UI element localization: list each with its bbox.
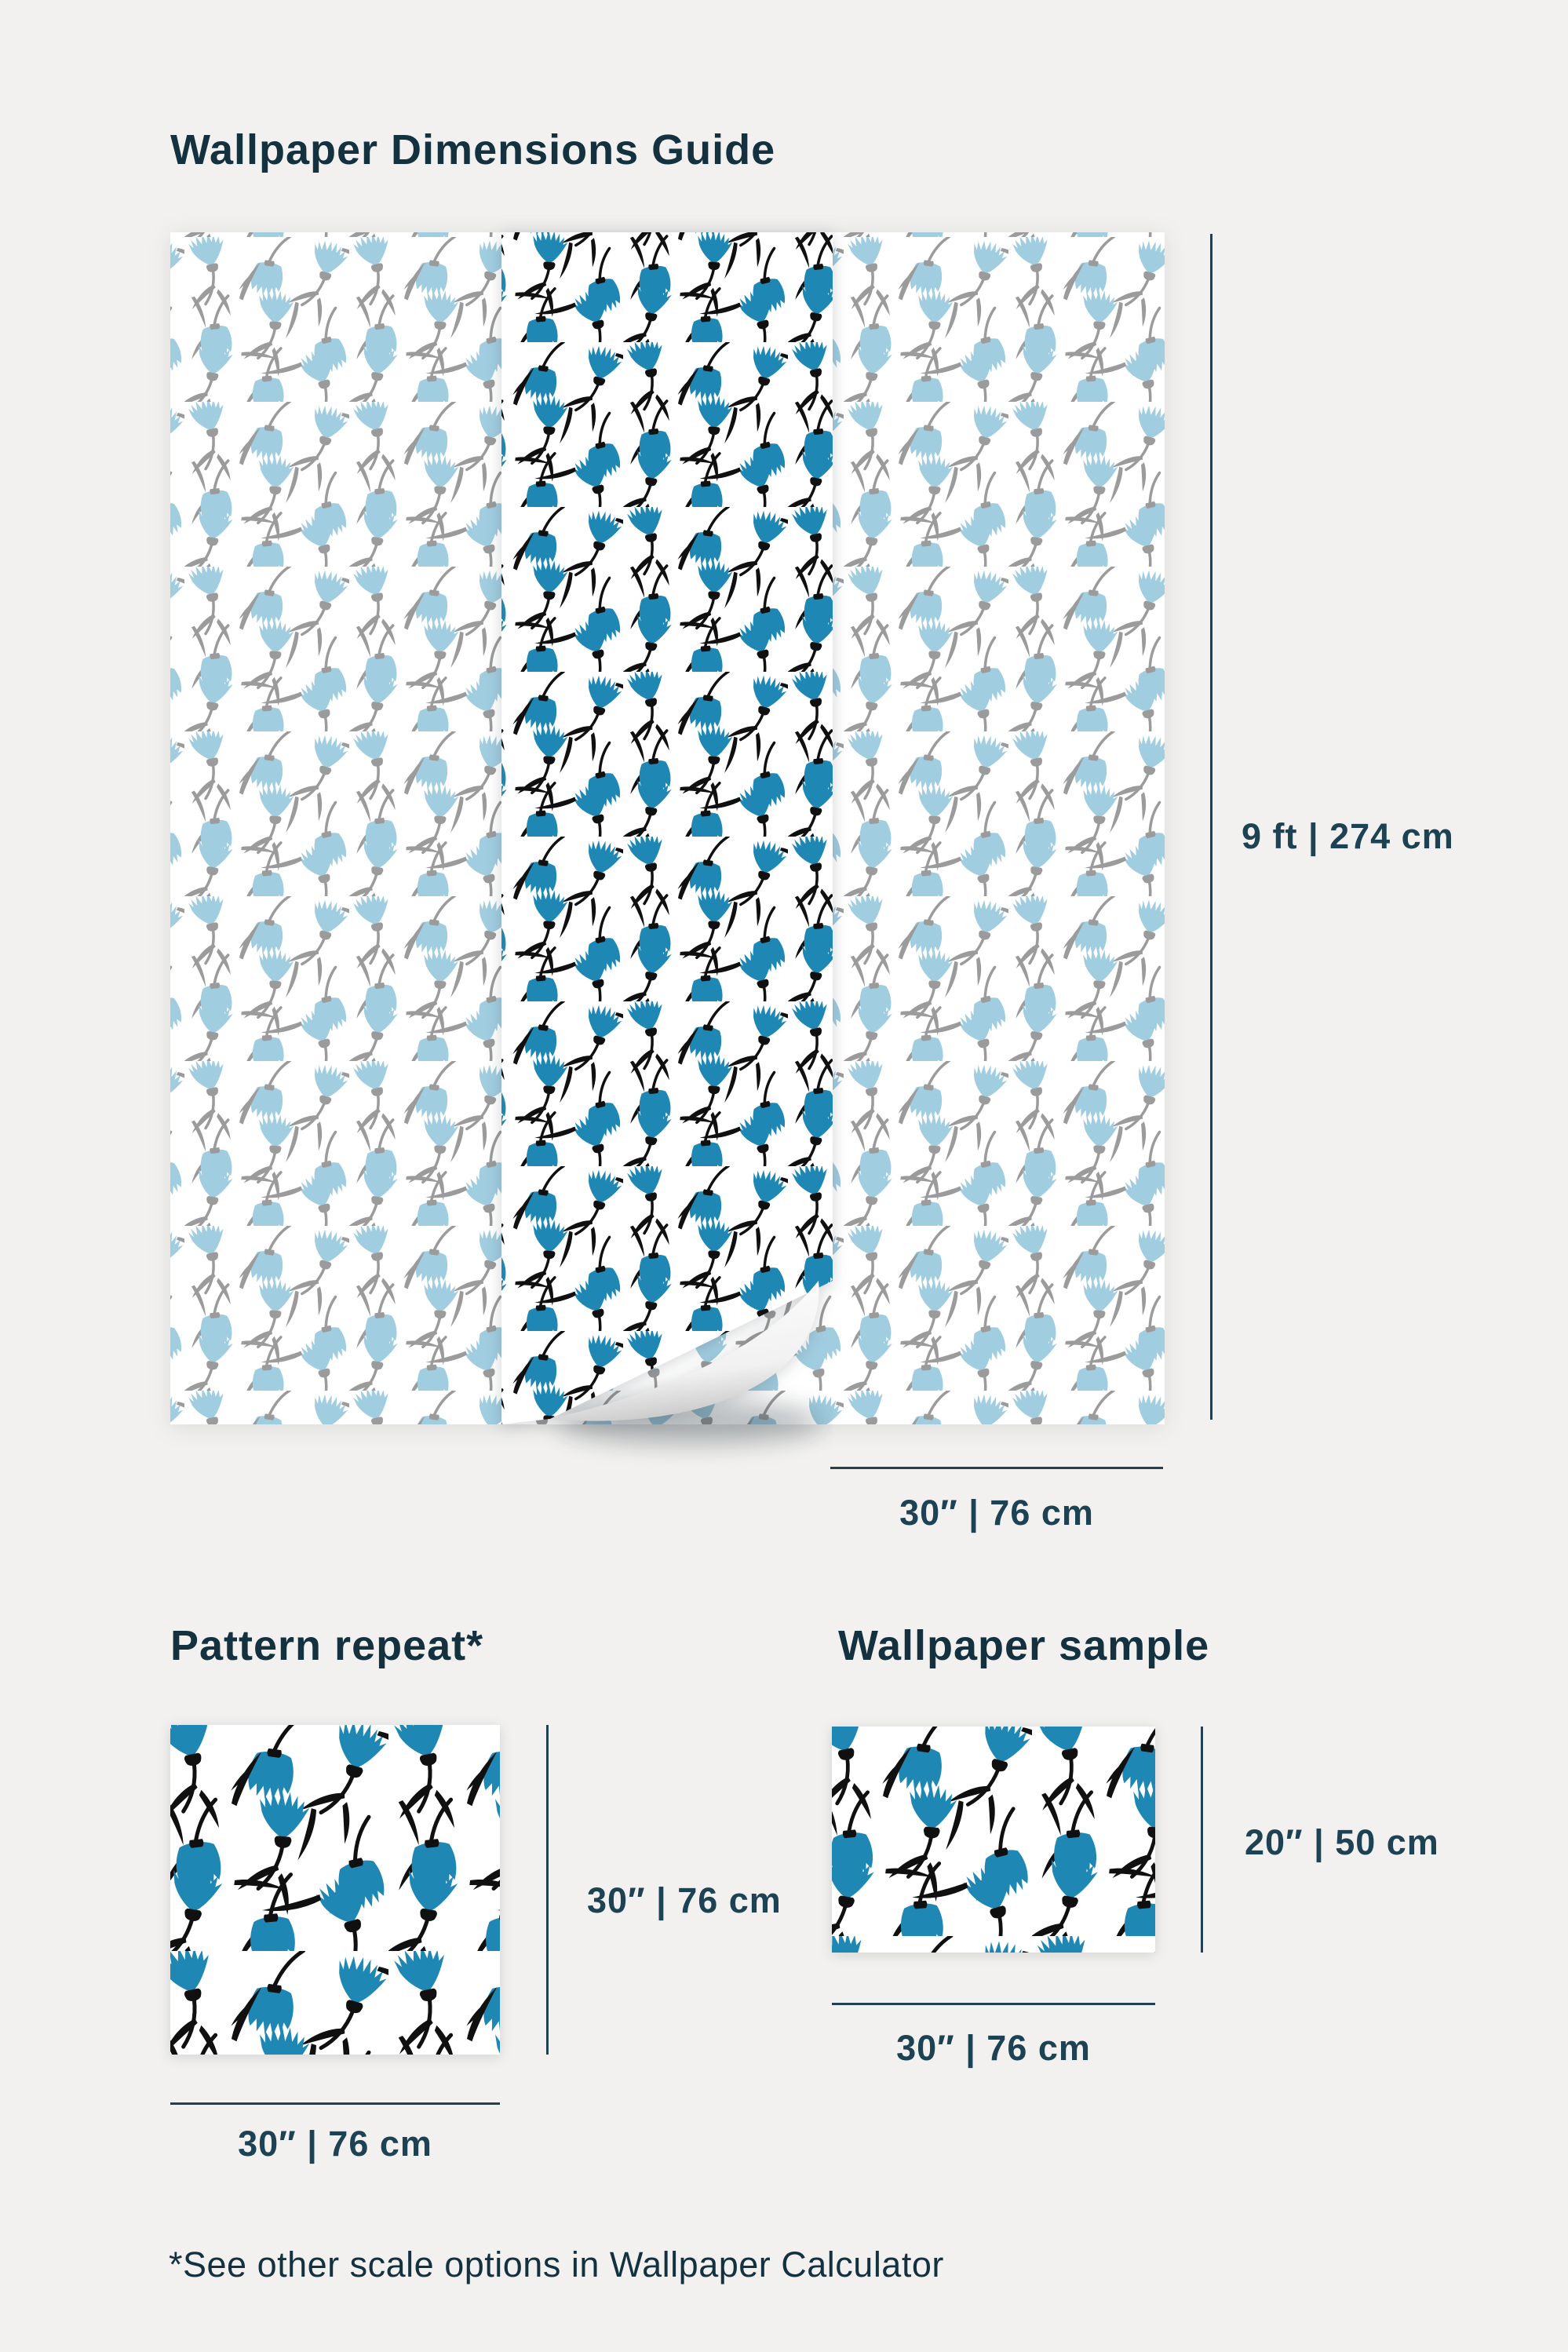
roll-width-label: 30″ | 76 cm (899, 1493, 1094, 1533)
wallpaper-sample-swatch (832, 1727, 1155, 1953)
wallpaper-sample-width-line (832, 2003, 1155, 2005)
roll-height-label: 9 ft | 274 cm (1242, 816, 1454, 856)
highlighted-roll-strip (501, 232, 833, 1442)
scale-options-footnote: *See other scale options in Wallpaper Ca… (169, 2244, 944, 2285)
wallpaper-sample-width-label: 30″ | 76 cm (896, 2028, 1091, 2068)
roll-width-dimension-line (830, 1467, 1163, 1469)
page-title: Wallpaper Dimensions Guide (170, 126, 776, 173)
pattern-repeat-swatch (170, 1725, 500, 2055)
wallpaper-sample-heading: Wallpaper sample (838, 1622, 1210, 1669)
wallpaper-sample-height-label: 20″ | 50 cm (1245, 1822, 1439, 1862)
wallpaper-sample-height-line (1201, 1727, 1203, 1953)
pattern-repeat-heading: Pattern repeat* (170, 1622, 484, 1669)
pattern-repeat-width-label: 30″ | 76 cm (238, 2124, 432, 2164)
pattern-repeat-height-label: 30″ | 76 cm (587, 1880, 782, 1920)
page-curl (550, 1281, 819, 1421)
pattern-repeat-width-line (170, 2102, 500, 2105)
roll-height-dimension-line (1210, 234, 1212, 1420)
pattern-repeat-height-line (546, 1725, 549, 2055)
